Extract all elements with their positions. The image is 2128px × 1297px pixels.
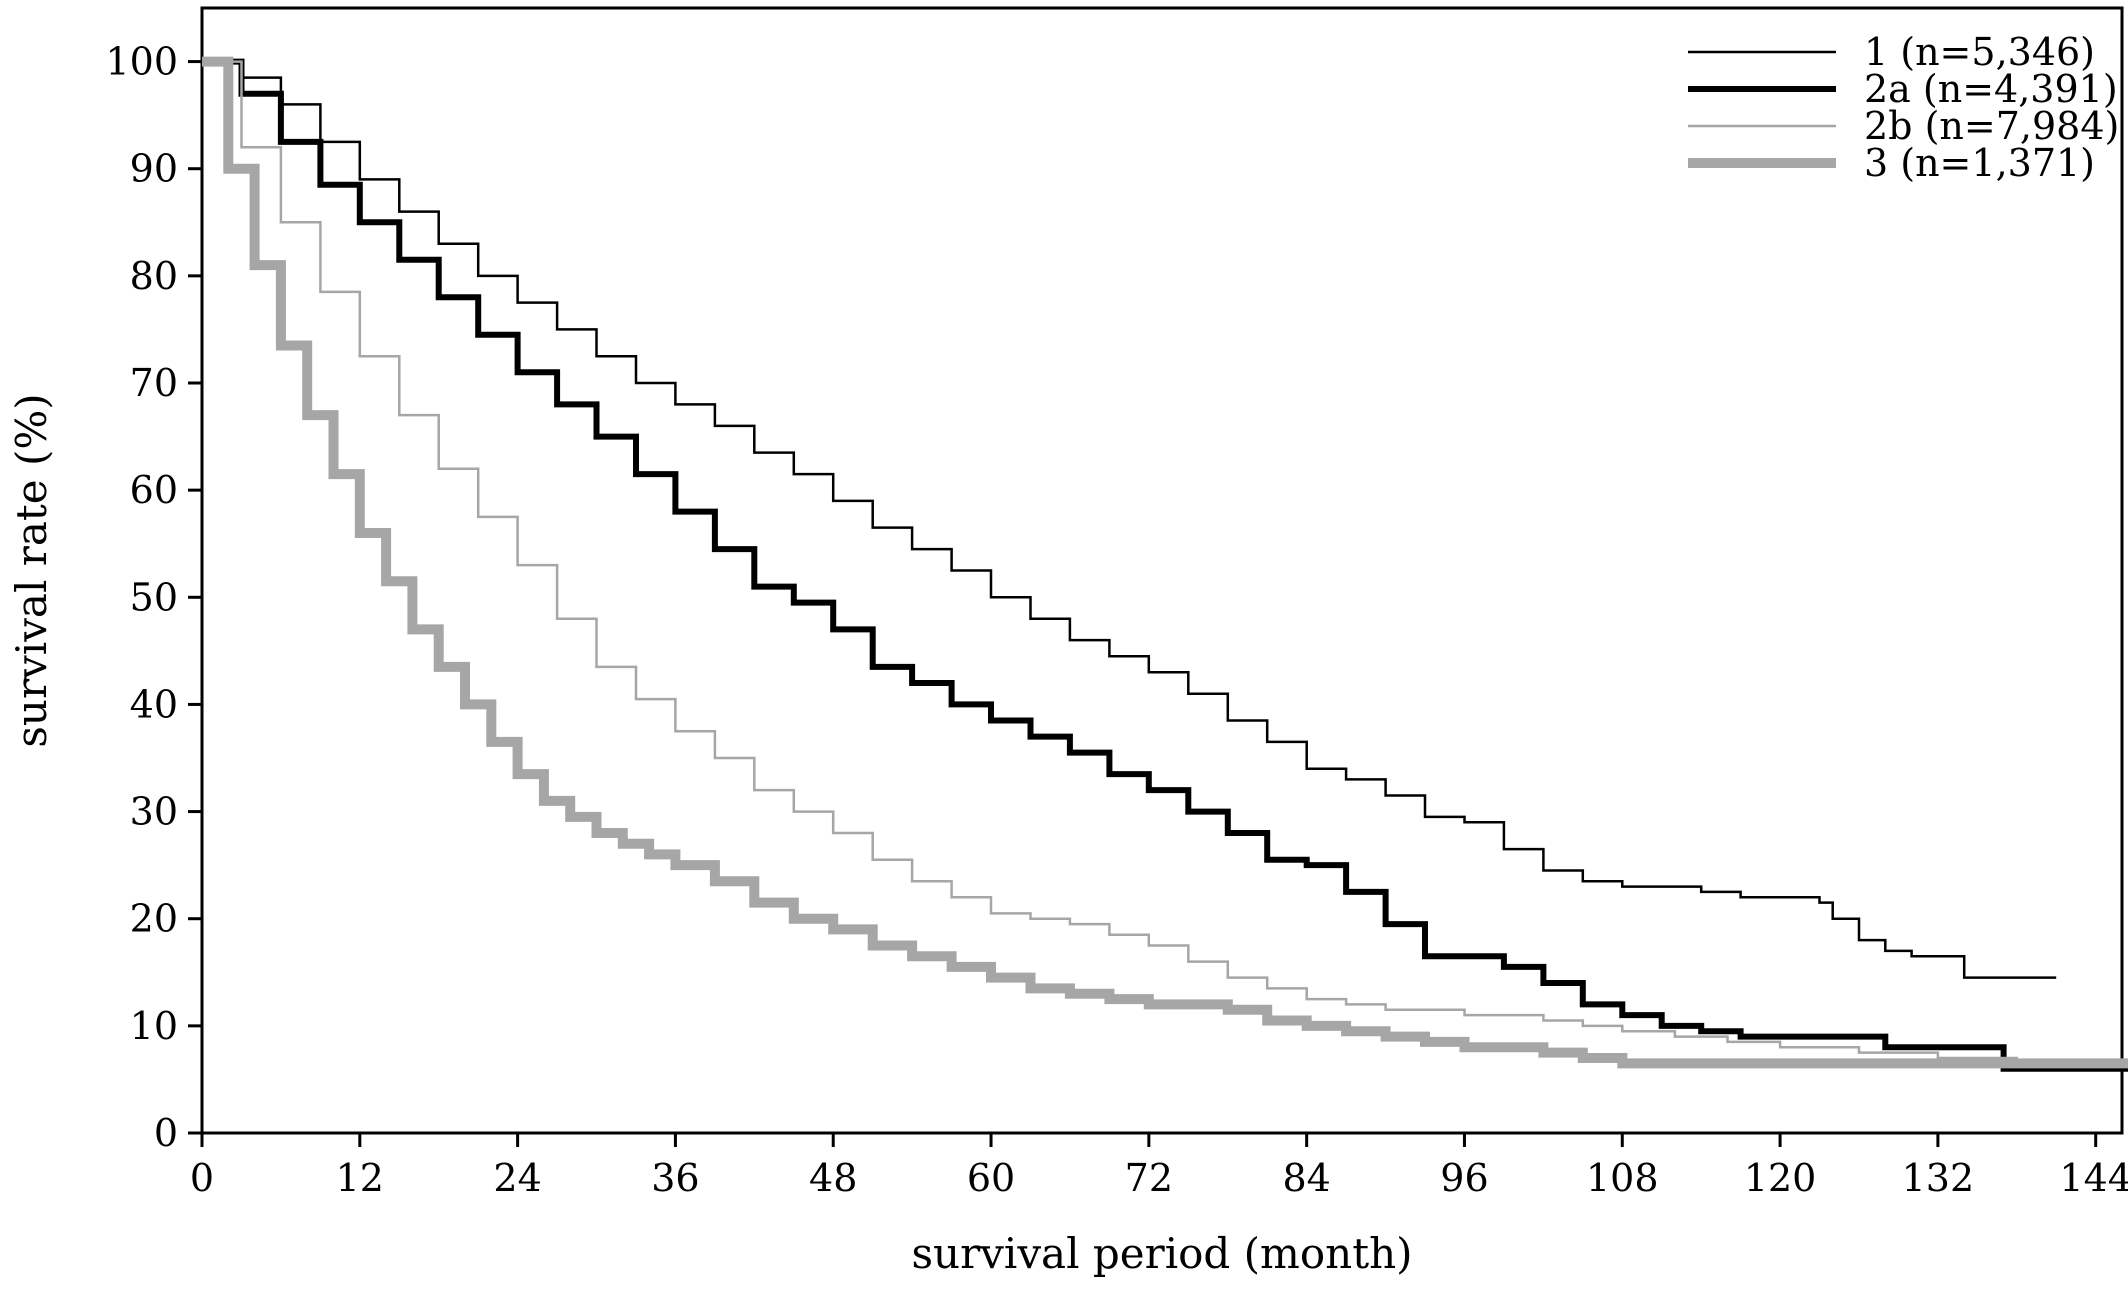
series-line-4 bbox=[202, 56, 2128, 1069]
y-tick-label: 50 bbox=[130, 575, 178, 619]
y-tick-label: 90 bbox=[130, 147, 178, 191]
x-tick-label: 24 bbox=[493, 1156, 541, 1200]
series-line-3 bbox=[202, 60, 2128, 1065]
x-tick-label: 108 bbox=[1586, 1156, 1659, 1200]
series-line-1 bbox=[202, 60, 2057, 979]
x-tick-label: 36 bbox=[651, 1156, 699, 1200]
axes: 0 12 24 36 48 60 72 84 96 108 120 132 144 0 10 20 30 40 50… bbox=[105, 6, 2128, 1200]
x-tick-label: 96 bbox=[1440, 1156, 1488, 1200]
x-tick-label: 0 bbox=[190, 1156, 214, 1200]
y-tick-label: 10 bbox=[130, 1004, 178, 1048]
legend-label-3: 2b (n=7,984) bbox=[1864, 104, 2119, 148]
y-tick-label: 30 bbox=[130, 790, 178, 834]
y-tick-label: 70 bbox=[130, 361, 178, 405]
x-tick-label: 72 bbox=[1125, 1156, 1173, 1200]
legend-label-2: 2a (n=4,391) bbox=[1864, 67, 2118, 111]
y-tick-label: 60 bbox=[130, 468, 178, 512]
y-tick-label: 80 bbox=[130, 254, 178, 298]
plot-frame bbox=[200, 6, 2124, 1135]
x-tick-label: 84 bbox=[1282, 1156, 1330, 1200]
x-tick-label: 60 bbox=[967, 1156, 1015, 1200]
y-tick-label: 100 bbox=[105, 40, 178, 84]
x-tick-label: 48 bbox=[809, 1156, 857, 1200]
series-line-2 bbox=[202, 58, 2128, 1072]
x-tick-label: 12 bbox=[336, 1156, 384, 1200]
x-axis-title: survival period (month) bbox=[911, 1229, 1412, 1278]
y-axis-title: survival rate (%) bbox=[7, 393, 56, 747]
y-tick-label: 40 bbox=[130, 682, 178, 726]
y-tick-label: 20 bbox=[130, 897, 178, 941]
x-tick-label: 144 bbox=[2059, 1156, 2128, 1200]
series-lines bbox=[202, 56, 2128, 1072]
x-tick-label: 132 bbox=[1902, 1156, 1975, 1200]
legend-label-4: 3 (n=1,371) bbox=[1864, 141, 2095, 185]
y-tick-label: 0 bbox=[154, 1111, 178, 1155]
legend: 1 (n=5,346)2a (n=4,391)2b (n=7,984)3 (n=… bbox=[1688, 30, 2119, 185]
x-tick-label: 120 bbox=[1744, 1156, 1817, 1200]
legend-label-1: 1 (n=5,346) bbox=[1864, 30, 2095, 74]
